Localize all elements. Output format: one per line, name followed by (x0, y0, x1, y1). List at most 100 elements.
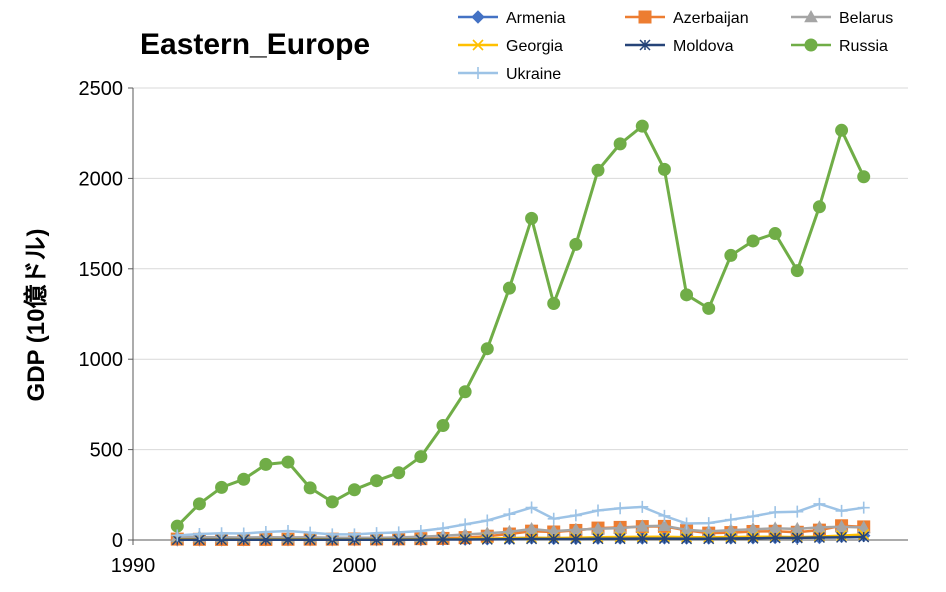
y-tick-label: 2000 (79, 168, 124, 190)
legend-item-azerbaijan: Azerbaijan (625, 10, 749, 27)
data-point (636, 500, 649, 513)
data-point (791, 505, 804, 518)
x-tick-label: 2000 (332, 555, 377, 577)
data-point (614, 502, 627, 515)
series-ukraine (171, 497, 870, 542)
data-point (524, 521, 539, 535)
data-point (193, 528, 206, 541)
data-point (414, 524, 427, 537)
data-point (813, 497, 826, 510)
x-tick-label: 2020 (775, 555, 820, 577)
data-point (503, 508, 516, 521)
data-point (471, 10, 485, 24)
data-point (392, 466, 406, 480)
data-point (680, 517, 693, 530)
data-point (237, 472, 251, 486)
data-point (502, 281, 516, 295)
data-point (768, 227, 782, 241)
data-point (282, 524, 294, 537)
data-point (857, 170, 871, 184)
data-point (724, 513, 737, 526)
data-point (812, 200, 826, 214)
gridlines (133, 87, 908, 451)
legend-item-ukraine: Ukraine (458, 66, 561, 83)
data-point (237, 527, 250, 540)
data-point (703, 533, 715, 545)
data-point (638, 10, 652, 24)
data-point (725, 533, 737, 545)
data-point (613, 137, 627, 151)
data-point (836, 531, 848, 543)
data-point (481, 533, 493, 545)
data-point (525, 501, 538, 514)
data-point (547, 297, 561, 311)
data-point (613, 521, 627, 534)
data-point (303, 481, 317, 495)
data-point (459, 518, 472, 531)
data-point (746, 234, 760, 248)
data-point (614, 533, 626, 545)
data-point (459, 533, 471, 545)
data-point (835, 123, 849, 137)
data-point (834, 519, 849, 533)
data-point (437, 522, 449, 535)
data-point (592, 533, 604, 545)
series-line-russia (176, 124, 866, 528)
data-point (804, 38, 818, 52)
series-line-moldova (177, 535, 864, 542)
legend-item-belarus: Belarus (791, 9, 893, 27)
data-point (392, 526, 405, 539)
legend-label: Azerbaijan (673, 10, 749, 27)
data-point (657, 518, 672, 532)
y-tick-label: 1000 (79, 349, 124, 371)
legend-label: Armenia (506, 10, 566, 27)
data-point (481, 514, 494, 527)
data-point (791, 532, 803, 544)
data-point (437, 533, 449, 546)
legend-label: Moldova (673, 38, 734, 55)
data-point (636, 533, 648, 545)
data-point (702, 517, 715, 530)
legend-item-armenia: Armenia (458, 10, 566, 27)
data-point (215, 480, 229, 494)
data-point (281, 455, 295, 469)
x-tick-label: 2010 (554, 555, 599, 577)
legend-item-georgia: Georgia (458, 38, 563, 55)
data-point (658, 533, 670, 545)
data-point (702, 301, 716, 315)
data-point (812, 520, 827, 533)
data-point (348, 528, 361, 541)
data-point (639, 39, 651, 51)
data-point (414, 450, 428, 464)
data-point (347, 483, 361, 497)
legend-label: Ukraine (506, 66, 561, 83)
data-point (525, 211, 539, 225)
y-tick-label: 2500 (79, 78, 124, 100)
data-point (769, 532, 781, 544)
data-point (259, 457, 273, 471)
legend-item-russia: Russia (791, 38, 888, 55)
x-tick-label: 1990 (111, 555, 156, 577)
data-point (215, 527, 228, 540)
data-point (769, 506, 782, 519)
data-point (858, 531, 870, 543)
legend-label: Russia (839, 38, 888, 55)
data-point (592, 504, 604, 517)
legend-item-moldova: Moldova (625, 38, 734, 55)
data-point (813, 531, 825, 544)
data-point (526, 533, 538, 545)
data-point (790, 264, 804, 278)
data-point (747, 510, 759, 523)
data-point (547, 512, 560, 525)
legend-label: Belarus (839, 10, 893, 27)
data-point (259, 526, 272, 539)
data-point (804, 9, 818, 23)
data-point (370, 474, 384, 488)
y-tick-label: 0 (112, 530, 123, 552)
data-point (591, 163, 605, 177)
data-point (724, 248, 738, 262)
y-tick-label: 1500 (79, 259, 124, 281)
data-point (658, 509, 671, 522)
series-layer (170, 119, 871, 547)
